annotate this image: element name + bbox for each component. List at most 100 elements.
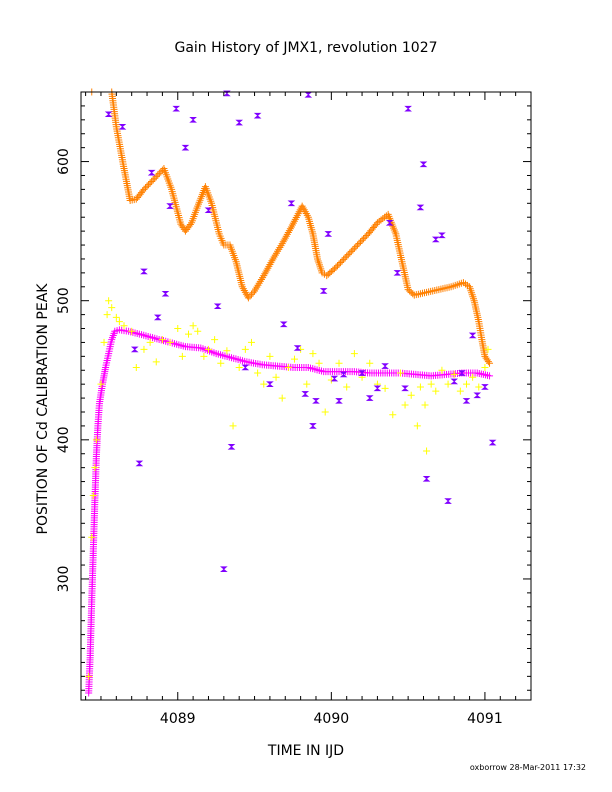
orange-series-point [249, 289, 257, 297]
yellow-series-point [217, 359, 225, 367]
purple-series-point [365, 395, 374, 401]
orange-series-point [341, 254, 349, 262]
orange-series-point [357, 238, 365, 246]
magenta-series-point [486, 372, 494, 380]
purple-series-point [373, 385, 382, 392]
orange-series-point [349, 246, 357, 254]
yellow-series-point [413, 422, 421, 430]
purple-series-point [166, 203, 174, 209]
yellow-series-point [254, 369, 262, 377]
purple-series-point [450, 378, 459, 385]
purple-series-point [438, 232, 446, 239]
orange-series-point [347, 247, 355, 255]
yellow-series-point [174, 325, 182, 333]
orange-series-point [148, 177, 156, 185]
purple-series-point [227, 443, 236, 450]
yellow-series-point [407, 391, 415, 399]
orange-series-point [361, 233, 369, 241]
yellow-series-point [309, 350, 317, 358]
orange-series-point [363, 232, 371, 240]
orange-series-point [486, 359, 494, 367]
yellow-series-point [266, 352, 274, 360]
purple-series-point [304, 91, 313, 98]
y-tick-label: 600 [56, 148, 72, 175]
yellow-series-point [132, 363, 140, 371]
yellow-series-point [97, 380, 105, 388]
orange-series-point [350, 244, 358, 252]
yellow-series-point [92, 436, 100, 444]
yellow-series-point [204, 345, 212, 353]
yellow-series-point [396, 369, 404, 377]
yellow-series-point [89, 491, 97, 499]
purple-series-point [462, 398, 471, 404]
purple-series-point [385, 219, 394, 226]
yellow-series-point [88, 533, 96, 541]
orange-series-point [337, 259, 345, 267]
purple-series-point [235, 119, 244, 126]
purple-series-point [468, 332, 477, 339]
purple-series-point [140, 268, 148, 275]
yellow-series-point [100, 338, 108, 346]
yellow-series-point [194, 327, 202, 335]
purple-series-point [135, 460, 144, 467]
yellow-series-point [343, 383, 351, 391]
purple-series-point [458, 370, 466, 376]
orange-series-point [140, 185, 148, 193]
orange-series-point [332, 263, 340, 271]
yellow-series-point [401, 401, 409, 409]
purple-series-point [324, 231, 333, 237]
yellow-series-point [247, 338, 255, 346]
yellow-series-point [481, 363, 489, 371]
yellow-series-point [321, 408, 329, 416]
yellow-series-point [303, 380, 311, 388]
y-tick-label: 300 [56, 566, 72, 593]
purple-series-point [330, 375, 339, 382]
yellow-series-point [315, 359, 323, 367]
orange-series-point [379, 215, 387, 223]
orange-series-point [375, 217, 383, 225]
yellow-series-point [152, 358, 160, 366]
yellow-series-point [241, 345, 249, 353]
footer-credit: oxborrow 28-Mar-2011 17:32 [470, 763, 586, 772]
purple-series-point [422, 475, 431, 482]
orange-series-point [381, 213, 389, 221]
plot-frame [80, 91, 532, 701]
purple-series-point [181, 144, 190, 151]
purple-series-point [293, 345, 302, 351]
purple-series-point [189, 117, 197, 123]
orange-series-point [152, 173, 160, 181]
yellow-series-point [366, 359, 374, 367]
y-axis-label: POSITION OF Cd CALIBRATION PEAK [35, 283, 51, 535]
yellow-series-point [444, 380, 452, 388]
orange-series-point [333, 262, 341, 270]
yellow-series-point [223, 347, 231, 355]
yellow-series-point [484, 345, 492, 353]
orange-series-point [344, 251, 352, 259]
purple-series-point [481, 384, 489, 390]
purple-series-point [220, 566, 228, 573]
yellow-series-point [423, 447, 431, 455]
yellow-series-point [469, 373, 477, 381]
yellow-series-point [128, 327, 136, 335]
yellow-series-point [450, 370, 458, 378]
chart-title: Gain History of JMX1, revolution 1027 [174, 40, 437, 56]
purple-series-point [204, 207, 213, 214]
yellow-series-point [108, 304, 116, 312]
purple-series-point [301, 391, 310, 397]
yellow-series-point [290, 355, 298, 363]
yellow-series-point [335, 359, 343, 367]
purple-series-point [488, 439, 497, 446]
purple-series-point [419, 161, 428, 168]
yellow-series-point [432, 387, 440, 395]
purple-series-point [147, 169, 156, 176]
yellow-series-point [85, 672, 93, 680]
orange-series-point [155, 169, 163, 177]
yellow-series-point [105, 297, 113, 305]
purple-series-point [104, 111, 113, 118]
orange-series-point [352, 243, 360, 251]
yellow-series-point [178, 352, 186, 360]
purple-series-point [309, 423, 317, 429]
orange-series-point [186, 220, 194, 228]
purple-series-point [335, 398, 343, 404]
